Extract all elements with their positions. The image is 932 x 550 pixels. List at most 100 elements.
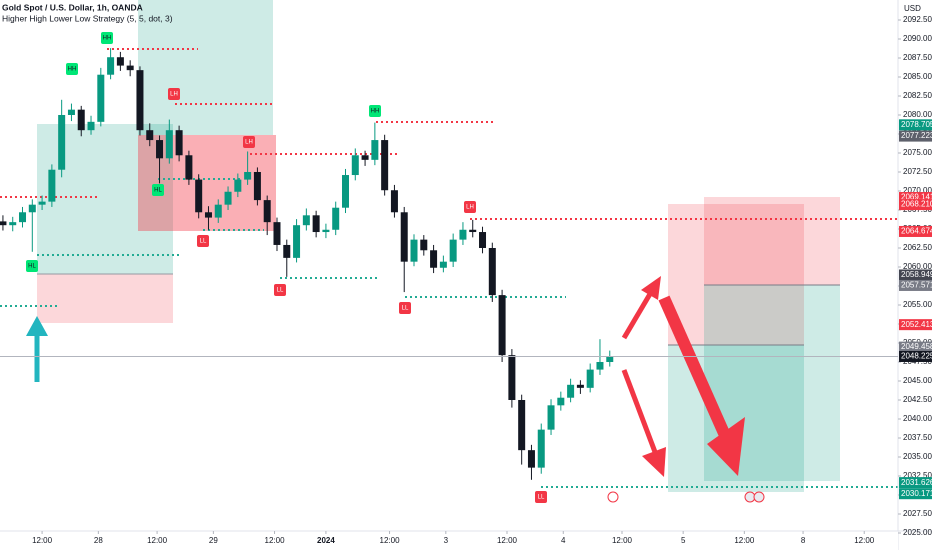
candle-body [204,212,212,218]
marker-label: HH [103,36,112,42]
price-label-box [899,199,932,211]
price-label: 2068.210 [901,200,932,209]
zone [668,204,804,345]
zone [37,274,173,323]
y-tick-label: 2060.000 [903,262,932,271]
arrow-head [641,276,661,300]
candle-body [439,261,447,268]
marker-label: LL [200,239,207,245]
y-tick-label: 2062.500 [903,243,932,252]
arrow-head [707,417,745,476]
marker-label: LL [538,495,545,501]
marker-box [369,105,381,117]
marker-label: LH [466,205,474,211]
candle-body [537,429,545,468]
price-label: 2064.674 [901,227,932,236]
marker-box [101,32,113,44]
candle-body [361,155,369,160]
arrow [658,295,733,443]
candle-body [195,179,203,213]
candle-body [381,140,389,191]
candle-body [146,130,154,141]
y-tick-label: 2085.000 [903,72,932,81]
arrow [621,292,653,340]
y-tick-label: 2075.000 [903,148,932,157]
event-icon [607,491,619,503]
x-tick-label: 12:00 [854,536,875,545]
zone [138,0,273,135]
candle-body [341,175,349,208]
candle-body [0,221,7,226]
y-tick-label: 2045.000 [903,376,932,385]
candle-body [410,239,418,262]
candle-body [371,140,379,160]
candle-body [28,204,36,213]
y-tick-label: 2092.500 [903,15,932,24]
marker-label: HH [371,109,380,115]
arrow-head [26,316,48,336]
price-label: 2078.705 [901,120,932,129]
candle-body [87,121,95,131]
candle-body [263,200,271,223]
chart-subtitle: Higher High Lower Low Strategy (5, 5, do… [2,13,173,23]
y-tick-label: 2080.000 [903,110,932,119]
x-tick-label: 29 [209,536,218,545]
candle-body [302,215,310,226]
candle-body [156,140,164,159]
candle-body [586,369,594,388]
candles [0,48,614,480]
marker-box [243,136,255,148]
time-axis [0,531,898,550]
candle-body [312,215,320,233]
candle-body [498,295,506,356]
y-tick-label: 2072.500 [903,167,932,176]
candle-body [253,171,261,201]
marker-box [399,302,411,314]
candle-body [518,399,526,451]
x-tick-label: 12:00 [147,536,168,545]
marker-label: HH [68,67,77,73]
candle-body [576,384,584,388]
marker-box [535,491,547,503]
y-tick-label: 2032.500 [903,471,932,480]
arrow-head [642,447,666,477]
x-tick-label: 4 [561,536,566,545]
candle-body [9,222,17,226]
price-label-box [899,119,932,131]
candle-body [19,212,27,223]
candle-body [293,225,301,258]
candle-body [449,239,457,262]
candle-body [38,201,46,205]
y-tick-label: 2042.500 [903,395,932,404]
marker-box [274,284,286,296]
candle-body [224,191,232,205]
candle-body [390,190,398,213]
marker-label: LL [402,306,409,312]
arrow [621,369,658,453]
price-label-box [899,192,932,204]
currency: USD [904,4,921,13]
marker-label: LL [277,288,284,294]
price-label-box [899,279,932,291]
x-tick-label: 3 [444,536,449,545]
marker-label: LH [245,140,253,146]
candle-body [430,250,438,268]
candle-body [283,244,291,258]
price-label-box [899,341,932,353]
x-tick-label: 12:00 [612,536,633,545]
candle-body [606,356,614,362]
candle-body [322,229,330,233]
candle-body [185,155,193,180]
candle-body [273,222,281,245]
event-icons [607,491,765,503]
price-label-box [899,488,932,500]
price-label-box [899,319,932,331]
candle-body [488,247,496,296]
candle-body [508,355,516,400]
candle-body [116,57,124,66]
price-label: 2057.571 [901,281,932,290]
price-label: 2049.458 [901,342,932,351]
price-label: 2069.141 [901,193,932,202]
y-tick-label: 2025.000 [903,528,932,537]
